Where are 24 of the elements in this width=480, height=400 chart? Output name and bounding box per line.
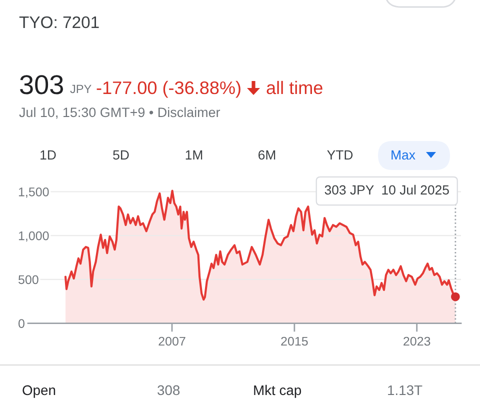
y-tick-label: 500: [18, 275, 38, 284]
text: 1M: [186, 150, 202, 160]
y-tick-label: 1,000: [18, 231, 49, 242]
text: Jul 10, 15:30 GMT+9 • Disclaimer: [19, 107, 220, 119]
text: YTD: [327, 150, 353, 160]
y-tick-label: 0: [18, 319, 24, 328]
text: 5D: [113, 150, 129, 160]
text: Mkt cap: [254, 384, 302, 398]
text: all time: [266, 80, 322, 94]
text: 6M: [258, 150, 276, 160]
y-tick-label: 1,500: [18, 187, 49, 198]
text: JPY: [70, 84, 92, 94]
text: 303: [20, 75, 63, 94]
x-tick-label: 2023: [404, 336, 430, 346]
ref-line-label: 303 JPY 10 Jul 2025: [324, 184, 449, 195]
x-tick-label: 2015: [281, 336, 308, 346]
x-tick-label: 2007: [158, 336, 186, 346]
text: 1.13T: [388, 385, 422, 396]
chart-title: TYO: 7201: [19, 16, 99, 28]
text: 308: [158, 385, 180, 396]
text: 1D: [40, 150, 56, 160]
text: Max: [392, 150, 416, 160]
text: Open: [22, 385, 56, 398]
text: -177.00 (-36.88%): [96, 80, 240, 98]
